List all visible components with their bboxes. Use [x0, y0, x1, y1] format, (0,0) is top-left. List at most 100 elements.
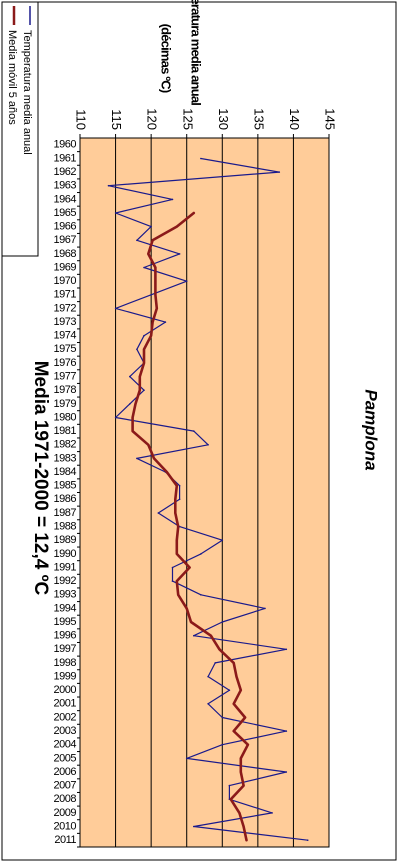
data-point-annual	[150, 225, 152, 228]
value-tick-label: 110	[74, 109, 89, 130]
data-point-moving-average	[190, 621, 192, 623]
category-tick-label: 1991	[54, 561, 77, 573]
data-point-moving-average	[240, 757, 242, 760]
plot-background	[79, 137, 330, 848]
data-point-annual	[200, 553, 202, 555]
data-point-moving-average	[151, 321, 154, 323]
category-tick-label: 1976	[54, 357, 77, 369]
value-tick-label: 145	[323, 108, 338, 130]
data-point-annual	[207, 703, 209, 705]
category-tick-label: 1960	[54, 139, 77, 151]
category-tick-label: 2006	[54, 766, 77, 778]
data-point-annual	[221, 621, 224, 623]
data-point-moving-average	[247, 743, 249, 746]
data-point-annual	[143, 266, 145, 269]
data-point-annual	[129, 403, 131, 405]
data-point-moving-average	[240, 689, 242, 691]
data-point-moving-average	[176, 484, 178, 487]
category-tick-label: 1963	[54, 180, 77, 192]
data-point-moving-average	[174, 498, 177, 501]
category-tick-label: 1974	[54, 330, 77, 342]
category-tick-label: 2007	[54, 780, 77, 792]
category-tick-label: 1986	[54, 493, 77, 505]
category-tick-label: 1975	[54, 343, 77, 355]
value-tick-label: 130	[216, 108, 231, 130]
category-tick-label: 1972	[54, 302, 77, 314]
category-tick-label: 1971	[54, 289, 77, 301]
data-point-annual	[178, 498, 181, 501]
category-tick-label: 2008	[54, 793, 77, 805]
category-tick-label: 2011	[54, 834, 76, 846]
data-point-annual	[114, 416, 117, 419]
legend-label-annual: Temperatura media anual	[21, 30, 33, 155]
data-point-annual	[171, 580, 174, 582]
category-tick-label: 1966	[54, 221, 77, 233]
category-tick-label: 1999	[54, 670, 77, 682]
data-point-moving-average	[232, 703, 235, 705]
data-point-annual	[214, 662, 216, 664]
data-point-annual	[193, 634, 195, 637]
category-tick-label: 1988	[54, 520, 77, 532]
data-point-moving-average	[238, 812, 241, 814]
category-tick-label: 2009	[54, 807, 77, 819]
data-point-annual	[200, 594, 202, 596]
data-point-moving-average	[176, 539, 178, 541]
data-point-moving-average	[154, 280, 157, 283]
category-tick-label: 1979	[54, 398, 77, 410]
category-tick-label: 1981	[54, 425, 77, 437]
value-tick-label: 125	[180, 108, 195, 130]
value-tick-label: 120	[145, 108, 160, 130]
category-tick-label: 1977	[54, 371, 77, 383]
data-point-annual	[107, 184, 110, 187]
data-point-moving-average	[210, 634, 212, 637]
data-point-moving-average	[154, 294, 157, 296]
legend-box	[1, 1, 39, 257]
category-tick-label: 2002	[54, 711, 77, 723]
value-tick-label: 135	[251, 108, 266, 130]
chart-subtitle: (décimas ºC)	[159, 24, 174, 93]
data-point-moving-average	[174, 512, 177, 514]
data-point-annual	[136, 239, 138, 242]
data-point-annual	[157, 512, 160, 514]
data-point-annual	[136, 457, 138, 460]
data-point-annual	[285, 730, 288, 732]
value-tick-label: 140	[287, 108, 302, 130]
data-point-annual	[207, 444, 209, 446]
data-point-moving-average	[193, 212, 195, 214]
category-tick-label: 1985	[54, 480, 77, 492]
category-tick-label: 1969	[54, 261, 77, 273]
category-tick-label: 1961	[54, 152, 77, 164]
category-tick-label: 2005	[54, 752, 77, 764]
category-tick-label: 1992	[54, 575, 77, 587]
data-point-moving-average	[156, 307, 158, 310]
category-tick-label: 1997	[54, 643, 77, 655]
category-tick-label: 2004	[54, 739, 77, 751]
data-point-annual	[193, 430, 195, 432]
category-tick-label: 1987	[54, 507, 77, 519]
data-point-moving-average	[177, 594, 179, 596]
data-point-annual	[136, 348, 138, 351]
legend-label-moving-average: Media móvil 5 años	[6, 30, 18, 125]
data-point-annual	[114, 307, 117, 310]
category-tick-label: 1980	[54, 411, 77, 423]
data-point-moving-average	[147, 444, 150, 446]
category-tick-label: 1996	[54, 630, 77, 642]
category-tick-label: 1973	[54, 316, 77, 328]
data-point-moving-average	[131, 430, 134, 432]
value-tick-label: 115	[109, 109, 124, 130]
data-point-moving-average	[232, 662, 235, 664]
data-point-moving-average	[244, 716, 246, 719]
data-point-moving-average	[188, 566, 191, 569]
data-point-annual	[143, 389, 145, 392]
data-point-annual	[278, 171, 281, 173]
data-point-annual	[114, 212, 117, 214]
category-tick-label: 1964	[54, 193, 77, 205]
data-point-moving-average	[176, 553, 178, 555]
data-point-moving-average	[134, 403, 137, 405]
data-point-moving-average	[166, 471, 168, 473]
mean-annotation: Media 1971-2000 = 12,4 ºC	[30, 361, 51, 596]
data-point-annual	[264, 607, 266, 610]
chart-title: Temperatura media anual	[189, 0, 204, 105]
data-point-moving-average	[147, 253, 150, 255]
